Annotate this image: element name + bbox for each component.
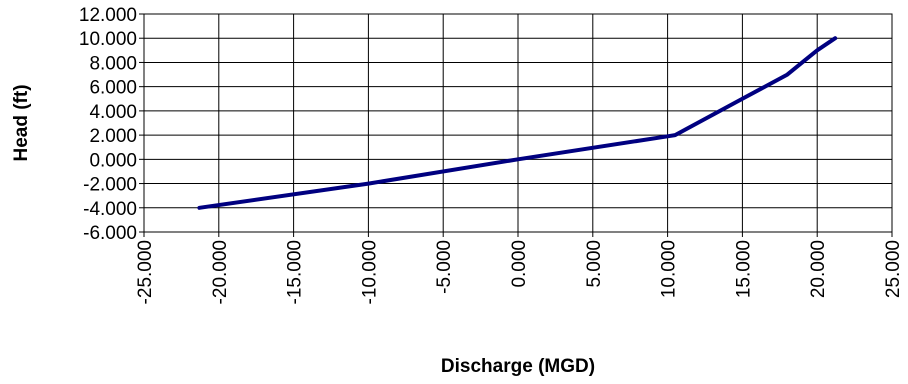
x-tick-label: 0.000 xyxy=(509,240,530,288)
x-tick-label: -5.000 xyxy=(434,240,455,294)
x-tick-label: 5.000 xyxy=(584,240,605,288)
x-axis-title: Discharge (MGD) xyxy=(441,356,595,377)
y-tick-label: 6.000 xyxy=(89,78,137,99)
y-tick-label: -2.000 xyxy=(83,175,137,196)
x-tick-label: -25.000 xyxy=(135,240,156,304)
y-tick-label: 0.000 xyxy=(89,150,137,171)
y-axis-title: Head (ft) xyxy=(11,84,32,161)
y-tick-label: 12.000 xyxy=(79,5,137,26)
y-tick-label: -6.000 xyxy=(83,223,137,244)
x-tick-label: 10.000 xyxy=(659,240,680,298)
x-tick-label: -20.000 xyxy=(210,240,231,304)
y-tick-label: 2.000 xyxy=(89,126,137,147)
x-tick-label: 15.000 xyxy=(733,240,754,298)
x-tick-label: 20.000 xyxy=(808,240,829,298)
x-tick-label: -15.000 xyxy=(285,240,306,304)
x-axis: -25.000 -20.000 -15.000 -10.000 -5.000 0.000 5… xyxy=(135,232,904,304)
y-axis: -6.000 -4.000 -2.000 0.000 2.000 4.000 6.000 8.… xyxy=(79,5,144,244)
y-tick-label: 8.000 xyxy=(89,53,137,74)
x-tick-label: 25.000 xyxy=(883,240,904,298)
series-layer xyxy=(197,36,838,210)
y-tick-label: 10.000 xyxy=(79,29,137,50)
x-tick-label: -10.000 xyxy=(359,240,380,304)
y-tick-label: -4.000 xyxy=(83,199,137,220)
series-line xyxy=(197,36,838,210)
y-tick-label: 4.000 xyxy=(89,102,137,123)
